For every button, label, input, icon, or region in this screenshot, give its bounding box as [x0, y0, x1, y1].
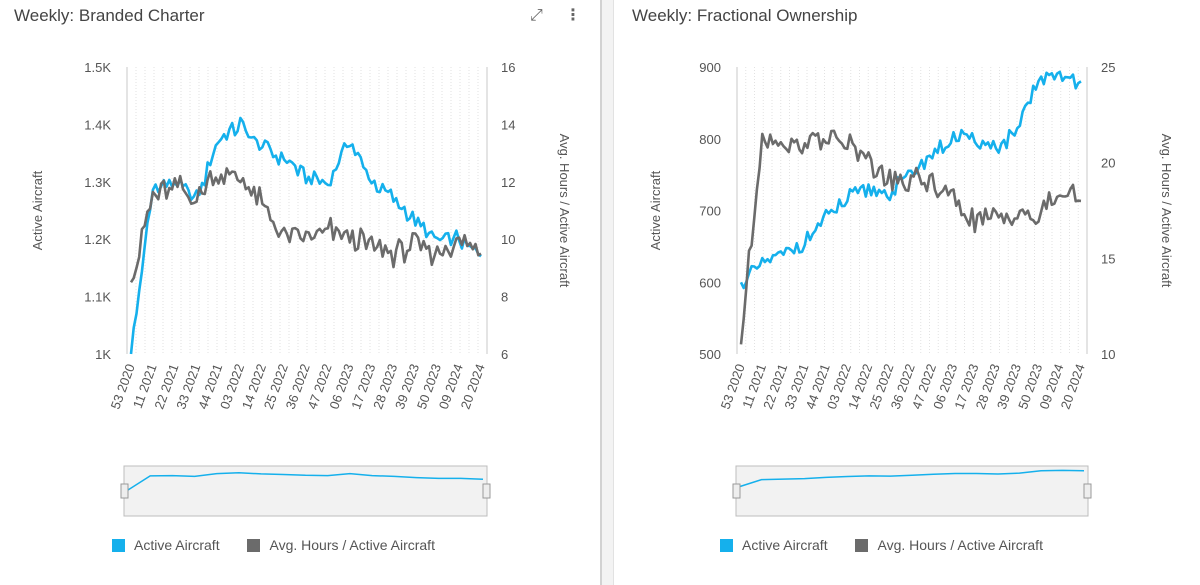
legend-item-active-aircraft[interactable]: Active Aircraft — [112, 537, 220, 553]
chart-title: Weekly: Branded Charter — [14, 6, 205, 25]
navigator-handle-left[interactable] — [120, 483, 129, 499]
y2-tick-label: 8 — [501, 290, 508, 305]
navigator-frame — [735, 465, 1089, 517]
grid — [736, 67, 1088, 354]
y2-tick-label: 10 — [1101, 347, 1115, 362]
y-tick-label: 1K — [95, 347, 111, 362]
legend-item-avg-hours[interactable]: Avg. Hours / Active Aircraft — [247, 537, 435, 553]
series-line-active-aircraft — [739, 70, 1082, 290]
y-tick-label: 1.2K — [84, 232, 111, 247]
y-tick-label: 600 — [699, 275, 721, 290]
series-line-active-aircraft — [129, 116, 482, 355]
range-navigator[interactable] — [120, 465, 491, 517]
series-line-avg-hours — [739, 129, 1082, 345]
legend: Active Aircraft Avg. Hours / Active Airc… — [112, 537, 459, 555]
legend-item-avg-hours[interactable]: Avg. Hours / Active Aircraft — [855, 537, 1043, 553]
panel-branded-charter: Weekly: Branded Charter ⤢ ⋮ 1K 1.1K 1.2K 1.… — [14, 6, 581, 555]
panel-divider — [600, 0, 614, 585]
navigator-handle-right[interactable] — [1083, 483, 1092, 499]
y2-tick-label: 15 — [1101, 251, 1115, 266]
y2-axis-title: Avg. Hours / Active Aircraft — [1159, 134, 1174, 288]
series-line-avg-hours — [129, 167, 482, 284]
legend-swatch — [720, 538, 733, 552]
y-axis-title: Active Aircraft — [30, 170, 45, 250]
legend-swatch — [247, 538, 261, 552]
y2-tick-label: 25 — [1101, 60, 1115, 75]
y-tick-label: 800 — [699, 132, 721, 147]
navigator-handle-right[interactable] — [482, 483, 491, 499]
y2-tick-label: 12 — [501, 175, 515, 190]
chart-fractional-ownership: 500 600 700 800 900 10 15 20 25 Active Aircraft Av… — [648, 60, 1174, 517]
navigator-handle-left[interactable] — [732, 483, 741, 499]
chart-branded-charter: 1K 1.1K 1.2K 1.3K 1.4K 1.5K 6 8 10 12 14 16 Active A… — [30, 60, 572, 517]
y2-tick-label: 6 — [501, 347, 508, 362]
legend-swatch — [112, 538, 125, 552]
chart-title: Weekly: Fractional Ownership — [632, 6, 858, 25]
grid — [126, 67, 488, 354]
y2-tick-label: 10 — [501, 232, 515, 247]
y-tick-label: 1.5K — [84, 60, 111, 75]
y-tick-label: 1.3K — [84, 175, 111, 190]
navigator-series — [127, 472, 484, 491]
y2-axis-title: Avg. Hours / Active Aircraft — [557, 134, 572, 288]
y-axis-title: Active Aircraft — [648, 170, 663, 250]
y2-tick-label: 14 — [501, 117, 515, 132]
legend: Active Aircraft Avg. Hours / Active Airc… — [720, 537, 1067, 555]
y2-tick-label: 16 — [501, 60, 515, 75]
y2-tick-label: 20 — [1101, 156, 1115, 171]
legend-label: Avg. Hours / Active Aircraft — [877, 537, 1043, 553]
legend-label: Active Aircraft — [742, 537, 828, 553]
y-tick-label: 900 — [699, 60, 721, 75]
legend-label: Active Aircraft — [134, 537, 220, 553]
panel-fractional-ownership: Weekly: Fractional Ownership 500 600 700 80… — [614, 0, 1200, 585]
legend-label: Avg. Hours / Active Aircraft — [269, 537, 435, 553]
legend-swatch — [855, 538, 869, 552]
range-navigator[interactable] — [732, 465, 1092, 517]
navigator-series — [739, 469, 1085, 488]
vertical-dots-icon[interactable]: ⋮ — [565, 7, 581, 24]
y-tick-label: 1.4K — [84, 117, 111, 132]
y-tick-label: 700 — [699, 204, 721, 219]
navigator-frame — [123, 465, 488, 517]
y-tick-label: 1.1K — [84, 290, 111, 305]
legend-item-active-aircraft[interactable]: Active Aircraft — [720, 537, 828, 553]
y-tick-label: 500 — [699, 347, 721, 362]
expand-arrows-icon[interactable]: ⤢ — [530, 7, 543, 24]
